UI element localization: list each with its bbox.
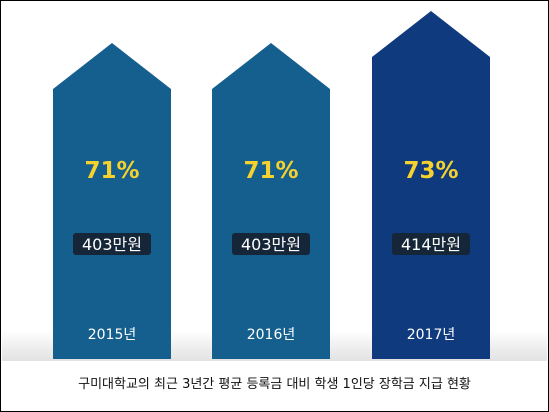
chart-caption: 구미대학교의 최근 3년간 평균 등록금 대비 학생 1인당 장학금 지급 현황 — [78, 377, 471, 392]
year-label-1: 2015년 — [88, 327, 137, 343]
percent-label-1: 71% — [84, 158, 139, 184]
amount-label-1: 403만원 — [82, 235, 142, 254]
year-label-2: 2016년 — [247, 327, 296, 343]
amount-label-box-2 — [232, 233, 310, 255]
percent-label-3: 73% — [403, 158, 458, 184]
amount-label-box-3 — [392, 233, 470, 255]
bar-group-1: 71% 403만원 2015년 — [53, 43, 171, 359]
amount-label-3: 414만원 — [401, 235, 461, 254]
amount-label-box-1 — [73, 233, 151, 255]
bar-group-3: 73% 414만원 2017년 — [372, 11, 490, 359]
bar-arrow-1 — [53, 43, 171, 359]
bar-arrow-3 — [372, 11, 490, 359]
bar-arrow-2 — [212, 43, 330, 359]
percent-label-2: 71% — [243, 158, 298, 184]
year-label-3: 2017년 — [407, 327, 456, 343]
bar-group-2: 71% 403만원 2016년 — [212, 43, 330, 359]
amount-label-2: 403만원 — [241, 235, 301, 254]
